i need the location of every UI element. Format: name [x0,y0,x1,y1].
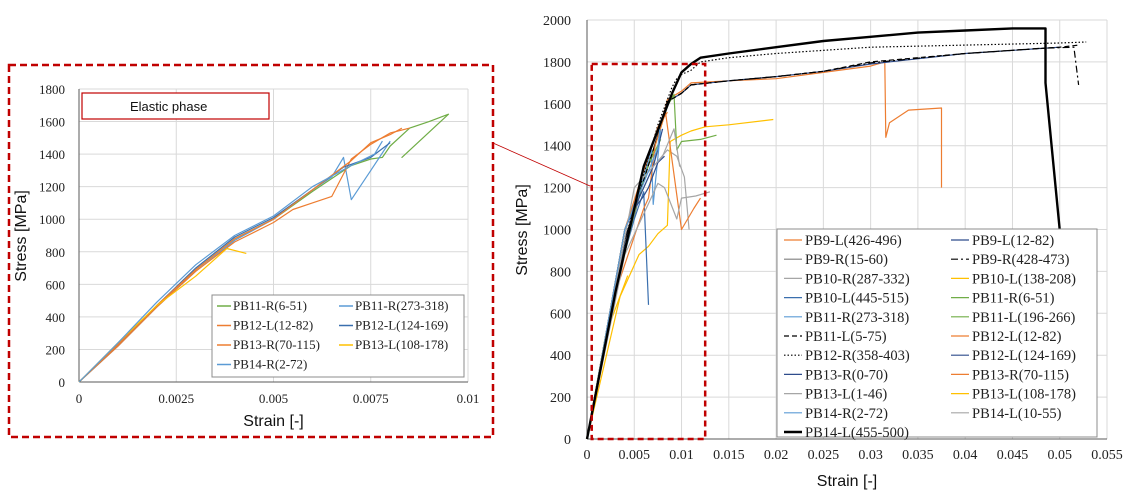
series-line [586,41,1087,440]
legend: PB9-L(426-496) PB9-L(12-82) PB9-R(15-60) PB… [776,228,1098,441]
series-line [586,111,702,440]
x-tick-label: 0 [76,391,83,406]
series-line [586,128,681,440]
x-axis-label: Strain [-] [817,473,877,490]
legend-frame [211,294,465,378]
y-tick-label: 800 [46,245,66,260]
legend-label: PB14-R(2-72) [233,357,307,372]
y-tick-label: 400 [550,349,571,364]
series-line [78,140,383,383]
y-tick-label: 200 [46,342,66,357]
legend-label: PB10-L(138-208) [972,271,1076,287]
legend-label: PB13-R(0-70) [805,367,888,383]
legend-label: PB14-L(455-500) [805,425,909,441]
x-tick-label: 0.0025 [158,391,194,406]
legend-label: PB9-R(428-473) [972,252,1070,268]
y-tick-label: 1000 [543,224,571,239]
x-tick-label: 0.0075 [353,391,389,406]
y-tick-label: 1600 [39,115,65,130]
y-tick-label: 1200 [543,182,571,197]
x-tick-label: 0.055 [1091,448,1123,463]
y-tick-label: 200 [550,391,571,406]
x-axis-label: Strain [-] [243,413,303,430]
y-tick-label: 400 [46,310,66,325]
zoom-connector-line [492,142,591,187]
series-line [78,127,410,383]
series-line [586,128,661,440]
y-tick-label: 600 [550,307,571,322]
legend-label: PB13-L(108-178) [972,387,1076,403]
elastic-phase-inset-chart: 0 0.0025 0.005 0.0075 0.01 0 200 400 600 800 1000 1… [7,63,495,439]
legend-label: PB12-L(124-169) [972,348,1076,364]
x-tick-label: 0 [584,448,591,463]
y-tick-label: 1600 [543,98,571,113]
y-tick-label: 2000 [543,14,571,29]
elastic-phase-label: Elastic phase [130,99,207,114]
y-tick-label: 1800 [39,82,65,97]
x-tick-label: 0.01 [457,391,480,406]
y-tick-label: 1400 [543,140,571,155]
x-tick-label: 0.005 [619,448,651,463]
y-tick-label: 1000 [39,212,65,227]
elastic-phase-label-box [81,92,270,120]
legend-label: PB11-L(5-75) [805,329,887,345]
y-tick-label: 1400 [39,147,65,162]
series-line [586,118,774,440]
y-axis-label: Stress [MPa] [514,184,531,276]
legend-label: PB12-L(12-82) [972,329,1062,345]
series-line [585,27,1061,440]
y-tick-label: 800 [550,265,571,280]
legend-label: PB11-L(196-266) [972,310,1076,326]
legend-label: PB13-R(70-115) [233,337,320,352]
legend-label: PB11-R(6-51) [233,298,307,313]
legend-label: PB11-R(6-51) [972,291,1055,307]
inset-frame [7,63,495,439]
legend: PB11-R(6-51) PB11-R(273-318) PB12-L(12-82)… [211,294,465,378]
legend-label: PB12-L(12-82) [233,318,313,333]
series-line [586,182,711,440]
x-tick-label: 0.01 [669,448,694,463]
elastic-region-highlight-box [590,62,707,441]
legend-label: PB10-R(287-332) [805,271,910,287]
x-tick-label: 0.045 [997,448,1029,463]
zoom-connector [492,142,591,187]
y-tick-label: 0 [564,433,571,448]
legend-label: PB9-L(426-496) [805,233,902,249]
y-tick-label: 1800 [543,56,571,71]
x-tick-label: 0.035 [902,448,934,463]
x-tick-label: 0.04 [953,448,978,463]
legend-label: PB9-R(15-60) [805,252,888,268]
y-tick-label: 1200 [39,180,65,195]
legend-label: PB13-L(108-178) [355,337,448,352]
legend-label: PB11-R(273-318) [805,310,909,326]
y-axis-label: Stress [MPa] [13,190,30,282]
x-tick-label: 0.005 [259,391,288,406]
y-tick-label: 0 [59,375,66,390]
x-tick-label: 0.03 [858,448,883,463]
x-tick-label: 0.015 [713,448,745,463]
legend-label: PB13-R(70-115) [972,367,1069,383]
legend-label: PB13-L(1-46) [805,387,887,403]
legend-label: PB12-L(124-169) [355,318,448,333]
main-stress-strain-chart: 0 0.005 0.01 0.015 0.02 0.025 0.03 0.035 0.04 0.0… [514,14,1123,490]
legend-label: PB10-L(445-515) [805,291,909,307]
legend-label: PB11-R(273-318) [355,298,448,313]
legend-label: PB12-R(358-403) [805,348,910,364]
x-tick-label: 0.025 [808,448,840,463]
y-tick-label: 600 [46,277,66,292]
legend-label: PB14-R(2-72) [805,406,888,422]
legend-label: PB14-L(10-55) [972,406,1062,422]
legend-label: PB9-L(12-82) [972,233,1054,249]
x-tick-label: 0.05 [1047,448,1072,463]
legend-frame [776,228,1098,438]
x-tick-label: 0.02 [764,448,789,463]
